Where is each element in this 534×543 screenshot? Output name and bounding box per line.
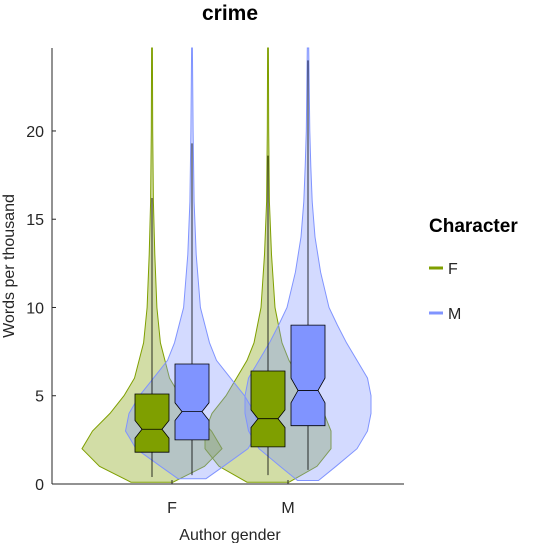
chart-title: crime — [202, 2, 258, 25]
y-tick-label: 20 — [26, 124, 44, 141]
box-F-M — [250, 370, 286, 448]
box-M-M — [290, 324, 326, 427]
legend-label-M: M — [448, 306, 461, 323]
y-axis-ticks: 0 5 10 15 20 — [26, 124, 56, 494]
violin-layer — [81, 47, 372, 483]
x-tick-label: M — [281, 500, 294, 517]
x-axis-label: Author gender — [179, 527, 281, 543]
legend: Character FM — [429, 216, 518, 323]
y-axis-label: Words per thousand — [1, 194, 18, 338]
legend-title: Character — [429, 216, 518, 237]
legend-label-F: F — [448, 261, 458, 278]
box-F-F — [134, 393, 170, 453]
box-M-F — [174, 363, 210, 441]
y-tick-label: 15 — [26, 212, 44, 229]
y-tick-label: 0 — [35, 477, 44, 494]
box-layer — [134, 60, 326, 477]
legend-items: FM — [429, 261, 461, 323]
y-tick-label: 5 — [35, 389, 44, 406]
plot-area — [81, 47, 372, 483]
y-tick-label: 10 — [26, 300, 44, 317]
x-tick-label: F — [167, 500, 177, 517]
